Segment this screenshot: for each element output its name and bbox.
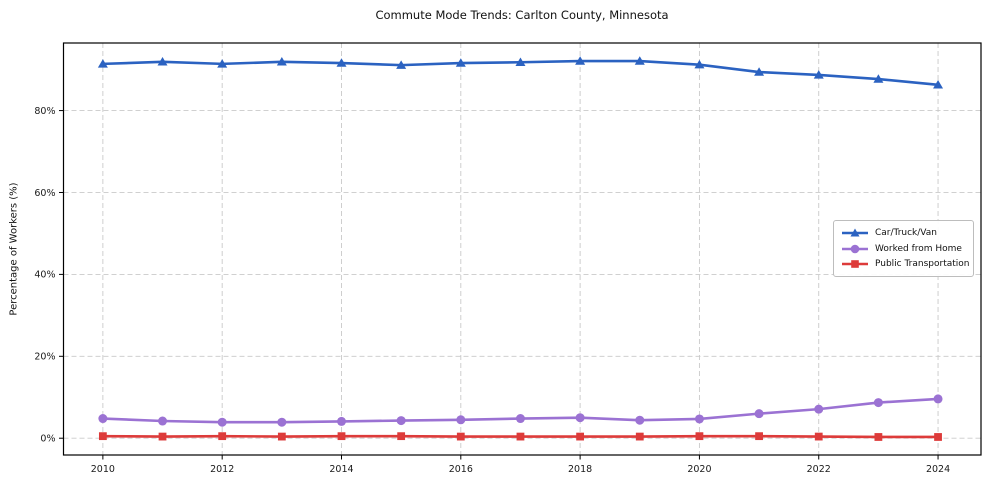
- series-public-transportation-point-marker: [397, 432, 406, 441]
- chart-title: Commute Mode Trends: Carlton County, Min…: [375, 8, 669, 22]
- y-tick-label: 80%: [34, 106, 55, 117]
- x-tick-label: 2010: [91, 464, 115, 475]
- series-worked-from-home-point-marker: [336, 416, 346, 426]
- series-worked-from-home-point-marker: [814, 404, 824, 414]
- series-car-truck-van-point-marker: [873, 74, 884, 83]
- series-public-transportation-point-marker: [456, 432, 465, 441]
- series-car-truck-van-point-marker: [217, 59, 228, 68]
- legend: Car/Truck/Van Worked from Home Public Tr…: [833, 220, 974, 277]
- series-worked-from-home-point-marker: [277, 417, 287, 427]
- series-car-truck-van-point-marker: [157, 57, 168, 66]
- series-public-transportation-point-marker: [277, 432, 286, 441]
- series-public-transportation-point-marker: [218, 432, 227, 441]
- series-car-truck-van-point-marker: [813, 70, 824, 79]
- series-car-truck-van-point-marker: [396, 60, 407, 69]
- x-tick-label: 2012: [210, 464, 234, 475]
- series-public-transportation-point-marker: [755, 432, 763, 441]
- series-worked-from-home-point-marker: [158, 416, 168, 426]
- series-worked-from-home-point-marker: [754, 409, 764, 419]
- line-triangle-marker-icon: [842, 227, 868, 239]
- legend-label: Public Transportation: [875, 259, 970, 269]
- x-tick-label: 2022: [807, 464, 831, 475]
- legend-item-car-truck-van: Car/Truck/Van: [842, 226, 965, 240]
- series-public-transportation-point-marker: [337, 432, 346, 441]
- series-public-transportation-point-marker: [576, 432, 585, 441]
- series-car-truck-van-point-marker: [515, 57, 526, 66]
- x-tick-label: 2024: [926, 464, 950, 475]
- series-worked-from-home-point-marker: [575, 413, 585, 423]
- series-car-truck-van-point-marker: [455, 58, 466, 67]
- series-car-truck-van-point-marker: [276, 57, 287, 66]
- y-tick-label: 40%: [34, 270, 55, 281]
- series-worked-from-home-point-marker: [933, 394, 943, 404]
- line-square-marker-icon: [842, 258, 868, 270]
- series-worked-from-home-point-marker: [396, 416, 406, 426]
- series-public-transportation-point-marker: [874, 433, 883, 441]
- series-public-transportation-point-marker: [695, 432, 704, 441]
- y-tick-label: 20%: [34, 352, 55, 363]
- line-circle-marker-icon: [842, 243, 868, 255]
- legend-item-public-transportation: Public Transportation: [842, 257, 969, 271]
- x-tick-label: 2018: [568, 464, 592, 475]
- series-worked-from-home-point-marker: [694, 414, 704, 424]
- legend-label: Worked from Home: [875, 243, 962, 254]
- legend-label: Car/Truck/Van: [875, 228, 937, 238]
- y-axis-label: Percentage of Workers (%): [8, 182, 20, 316]
- legend-item-worked-from-home: Worked from Home: [842, 242, 965, 256]
- x-tick-label: 2016: [449, 464, 473, 475]
- series-worked-from-home-point-marker: [873, 398, 883, 408]
- series-worked-from-home-point-marker: [217, 417, 227, 427]
- axes-frame: [62, 42, 982, 456]
- series-worked-from-home-point-marker: [98, 414, 108, 424]
- series-public-transportation-point-marker: [516, 432, 525, 441]
- series-worked-from-home-point-marker: [635, 415, 645, 425]
- series-public-transportation-point-marker: [934, 433, 942, 441]
- series-public-transportation-point-marker: [635, 432, 644, 441]
- series-car-truck-van-point-marker: [336, 58, 347, 67]
- series-worked-from-home-point-marker: [515, 414, 525, 424]
- series-car-truck-van-point-marker: [754, 67, 765, 76]
- series-car-truck-van-point-marker: [933, 79, 944, 89]
- series-car-truck-van-point-marker: [694, 59, 705, 69]
- series-worked-from-home-point-marker: [456, 415, 466, 425]
- y-tick-label: 0%: [40, 434, 55, 445]
- series-car-truck-van-point-marker: [575, 56, 586, 65]
- series-public-transportation-point-marker: [814, 432, 823, 441]
- series-car-truck-van-point-marker: [97, 59, 108, 68]
- series-car-truck-van-point-marker: [634, 56, 645, 65]
- y-tick-label: 60%: [34, 188, 55, 199]
- series-public-transportation-point-marker: [158, 432, 167, 441]
- x-tick-label: 2014: [329, 464, 353, 475]
- x-tick-label: 2020: [687, 464, 711, 475]
- series-public-transportation-point-marker: [98, 432, 107, 441]
